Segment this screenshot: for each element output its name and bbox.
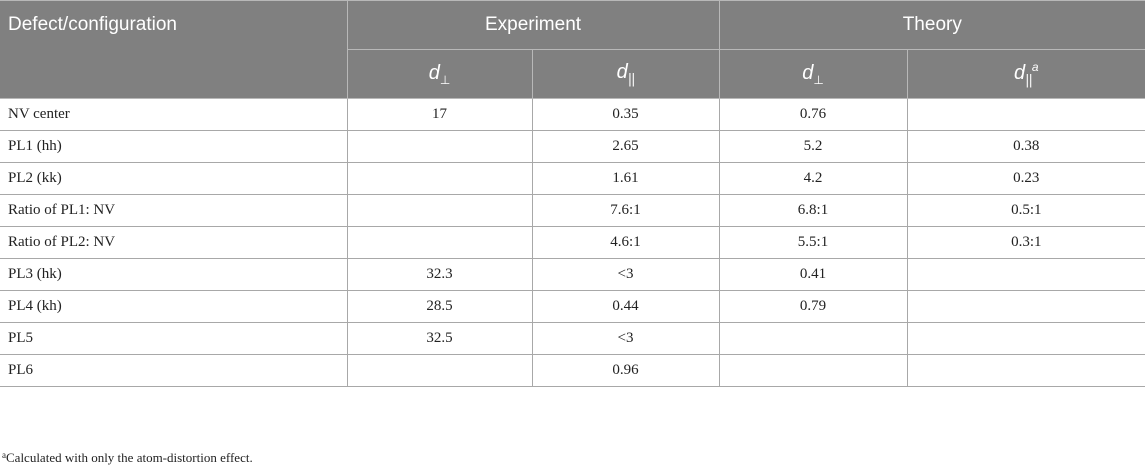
- cell-th-d-perp: 6.8:1: [718, 194, 908, 227]
- header-exp-d-perp: d⊥: [346, 49, 533, 99]
- cell-exp-d-perp: 28.5: [346, 290, 533, 323]
- table-row: Ratio of PL2: NV 4.6:1 5.5:1 0.3:1: [0, 226, 1145, 259]
- cell-defect-name: PL5: [0, 322, 348, 355]
- cell-exp-d-perp: 17: [346, 98, 533, 131]
- table-body: NV center 17 0.35 0.76 PL1 (hh) 2.65 5.2 0.38 PL…: [0, 98, 1145, 387]
- header-defect-configuration: Defect/configuration: [0, 0, 348, 99]
- footnote-mark: a: [2, 450, 6, 460]
- cell-exp-d-par: 7.6:1: [531, 194, 720, 227]
- cell-exp-d-par: 2.65: [531, 130, 720, 163]
- cell-th-d-par: [906, 98, 1145, 131]
- cell-th-d-perp: 0.41: [718, 258, 908, 291]
- perp-subscript: ⊥: [813, 72, 824, 87]
- table-row: PL6 0.96: [0, 354, 1145, 387]
- cell-exp-d-perp: [346, 226, 533, 259]
- cell-th-d-par: [906, 354, 1145, 387]
- cell-th-d-perp: 0.79: [718, 290, 908, 323]
- cell-exp-d-perp: 32.5: [346, 322, 533, 355]
- header-theory: Theory: [718, 0, 1145, 50]
- cell-exp-d-perp: [346, 162, 533, 195]
- cell-exp-d-perp: [346, 130, 533, 163]
- cell-defect-name: Ratio of PL2: NV: [0, 226, 348, 259]
- cell-th-d-perp: 0.76: [718, 98, 908, 131]
- defect-table: Defect/configuration Experiment Theory d…: [0, 0, 1145, 387]
- table-footnote: aCalculated with only the atom-distortio…: [2, 450, 253, 466]
- cell-th-d-par: 0.23: [906, 162, 1145, 195]
- cell-exp-d-perp: [346, 354, 533, 387]
- cell-th-d-perp: 5.5:1: [718, 226, 908, 259]
- header-th-d-perp: d⊥: [718, 49, 908, 99]
- cell-th-d-par: [906, 322, 1145, 355]
- d-symbol: d: [616, 61, 628, 83]
- cell-exp-d-perp: 32.3: [346, 258, 533, 291]
- cell-defect-name: PL1 (hh): [0, 130, 348, 163]
- table-row: Ratio of PL1: NV 7.6:1 6.8:1 0.5:1: [0, 194, 1145, 227]
- cell-exp-d-par: 1.61: [531, 162, 720, 195]
- cell-defect-name: NV center: [0, 98, 348, 131]
- cell-exp-d-par: <3: [531, 322, 720, 355]
- cell-exp-d-par: 0.35: [531, 98, 720, 131]
- cell-exp-d-par: <3: [531, 258, 720, 291]
- cell-defect-name: Ratio of PL1: NV: [0, 194, 348, 227]
- table-row: PL5 32.5 <3: [0, 322, 1145, 355]
- cell-th-d-par: 0.3:1: [906, 226, 1145, 259]
- cell-defect-name: PL3 (hk): [0, 258, 348, 291]
- cell-th-d-perp: 4.2: [718, 162, 908, 195]
- cell-th-d-perp: 5.2: [718, 130, 908, 163]
- cell-exp-d-par: 0.96: [531, 354, 720, 387]
- table-row: PL1 (hh) 2.65 5.2 0.38: [0, 130, 1145, 163]
- cell-th-d-par: 0.5:1: [906, 194, 1145, 227]
- cell-th-d-par: 0.38: [906, 130, 1145, 163]
- cell-defect-name: PL4 (kh): [0, 290, 348, 323]
- cell-exp-d-perp: [346, 194, 533, 227]
- cell-th-d-perp: [718, 322, 908, 355]
- footnote-marker: a: [1031, 60, 1039, 74]
- footnote-text: Calculated with only the atom-distortion…: [6, 450, 253, 465]
- cell-th-d-par: [906, 258, 1145, 291]
- table-row: NV center 17 0.35 0.76: [0, 98, 1145, 131]
- par-subscript: ||: [627, 72, 636, 87]
- d-symbol: d: [802, 61, 814, 84]
- table-row: PL2 (kk) 1.61 4.2 0.23: [0, 162, 1145, 195]
- table-row: PL3 (hk) 32.3 <3 0.41: [0, 258, 1145, 291]
- cell-th-d-par: [906, 290, 1145, 323]
- header-th-d-par: d||a: [906, 49, 1145, 99]
- par-subscript: ||: [1025, 73, 1033, 88]
- cell-defect-name: PL6: [0, 354, 348, 387]
- d-symbol: d: [1013, 62, 1026, 84]
- cell-exp-d-par: 4.6:1: [531, 226, 720, 259]
- table-row: PL4 (kh) 28.5 0.44 0.79: [0, 290, 1145, 323]
- perp-subscript: ⊥: [439, 72, 451, 87]
- cell-exp-d-par: 0.44: [531, 290, 720, 323]
- d-symbol: d: [428, 61, 440, 84]
- cell-th-d-perp: [718, 354, 908, 387]
- header-exp-d-par: d||: [531, 49, 720, 99]
- header-experiment: Experiment: [346, 0, 720, 50]
- cell-defect-name: PL2 (kk): [0, 162, 348, 195]
